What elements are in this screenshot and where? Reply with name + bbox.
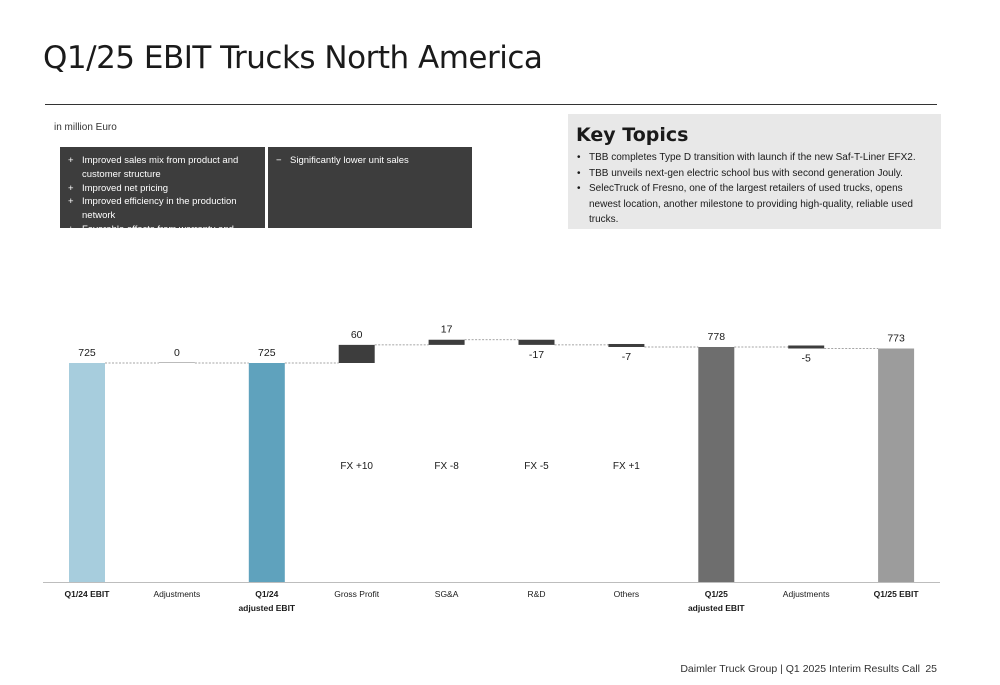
slide-title: Q1/25 EBIT Trucks North America <box>43 40 543 76</box>
data-label: 773 <box>887 333 905 345</box>
key-topic-item: • SelecTruck of Fresno, one of the larges… <box>576 181 933 228</box>
title-divider <box>45 104 937 105</box>
plus-icon: + <box>68 182 74 194</box>
category-label: SG&A <box>435 589 459 599</box>
category-label: R&D <box>528 589 546 599</box>
negative-factor-text: Significantly lower unit sales <box>290 155 409 166</box>
key-topics-heading: Key Topics <box>576 124 689 146</box>
positive-factor: + Improved sales mix from product and cus… <box>68 154 257 182</box>
unit-note: in million Euro <box>54 122 117 133</box>
waterfall-bar <box>158 362 195 363</box>
positive-factor-text: Improved net pricing <box>82 182 169 194</box>
waterfall-bar <box>69 363 105 582</box>
data-label: 725 <box>78 347 96 359</box>
bullet-icon: • <box>577 183 581 194</box>
fx-annotation: FX +10 <box>340 461 373 472</box>
category-label: Q1/25 EBIT <box>874 589 920 599</box>
data-label: 60 <box>351 329 363 341</box>
waterfall-bar <box>788 345 825 349</box>
data-label: 0 <box>174 347 180 359</box>
negative-factor: − Significantly lower unit sales <box>276 154 464 168</box>
data-label: -17 <box>529 349 544 361</box>
waterfall-bar <box>608 343 645 347</box>
category-label-line2: adjusted EBIT <box>688 603 745 613</box>
category-label: Adjustments <box>154 589 201 599</box>
bullet-icon: • <box>577 167 581 179</box>
waterfall-bar <box>698 346 735 582</box>
key-topics-panel: Key Topics • TBB completes Type D transit… <box>568 114 941 229</box>
key-topic-text: TBB completes Type D transition with lau… <box>589 152 916 163</box>
bullet-icon: • <box>577 152 581 163</box>
waterfall-bar <box>518 339 555 345</box>
key-topic-item: • TBB completes Type D transition with la… <box>576 150 933 166</box>
data-label: 778 <box>708 331 726 343</box>
positive-factor-text: Favorable effects from warranty and good… <box>82 223 234 249</box>
fx-annotation: FX -8 <box>434 461 459 472</box>
data-label: 17 <box>441 324 453 336</box>
waterfall-bar <box>248 363 285 582</box>
waterfall-bar <box>878 348 915 582</box>
negative-factors-list: − Significantly lower unit sales <box>276 154 464 168</box>
key-topics-list: • TBB completes Type D transition with la… <box>576 150 933 228</box>
category-label: Q1/24 <box>255 589 278 599</box>
category-label: Adjustments <box>783 589 830 599</box>
positive-factor: + Improved efficiency in the production n… <box>68 195 257 223</box>
positive-factor: + Favorable effects from warranty and goo… <box>68 223 257 251</box>
category-label: Gross Profit <box>334 589 380 599</box>
data-label: -5 <box>802 353 811 365</box>
key-topic-item: • TBB unveils next-gen electric school bu… <box>576 166 933 182</box>
waterfall-bar <box>338 344 375 363</box>
fx-annotation: FX -5 <box>524 461 549 472</box>
page-number: 25 <box>925 663 937 675</box>
plus-icon: + <box>68 196 74 208</box>
data-label: 725 <box>258 347 276 359</box>
footer-text: Daimler Truck Group | Q1 2025 Interim Re… <box>680 663 920 675</box>
category-label: Q1/25 <box>705 589 728 599</box>
category-label: Others <box>614 589 640 599</box>
plus-icon: + <box>68 155 74 166</box>
positive-factors-list: + Improved sales mix from product and cus… <box>68 154 257 251</box>
positive-factor-text: Improved sales mix from product and cust… <box>82 155 239 180</box>
key-topic-text: SelecTruck of Fresno, one of the largest… <box>589 183 913 225</box>
positive-factor-text: Improved efficiency in the production ne… <box>82 196 237 222</box>
minus-icon: − <box>276 155 282 166</box>
plus-icon: + <box>68 223 74 235</box>
category-label: Q1/24 EBIT <box>65 589 111 599</box>
category-label-line2: adjusted EBIT <box>238 603 295 613</box>
negative-factors-box: − Significantly lower unit sales <box>268 147 472 228</box>
fx-annotation: FX +1 <box>613 461 640 472</box>
waterfall-bar <box>428 339 465 345</box>
data-label: -7 <box>622 351 631 363</box>
positive-factors-box: + Improved sales mix from product and cus… <box>60 147 265 249</box>
positive-factor: + Improved net pricing <box>68 182 257 196</box>
key-topic-text: TBB unveils next-gen electric school bus… <box>589 167 903 179</box>
